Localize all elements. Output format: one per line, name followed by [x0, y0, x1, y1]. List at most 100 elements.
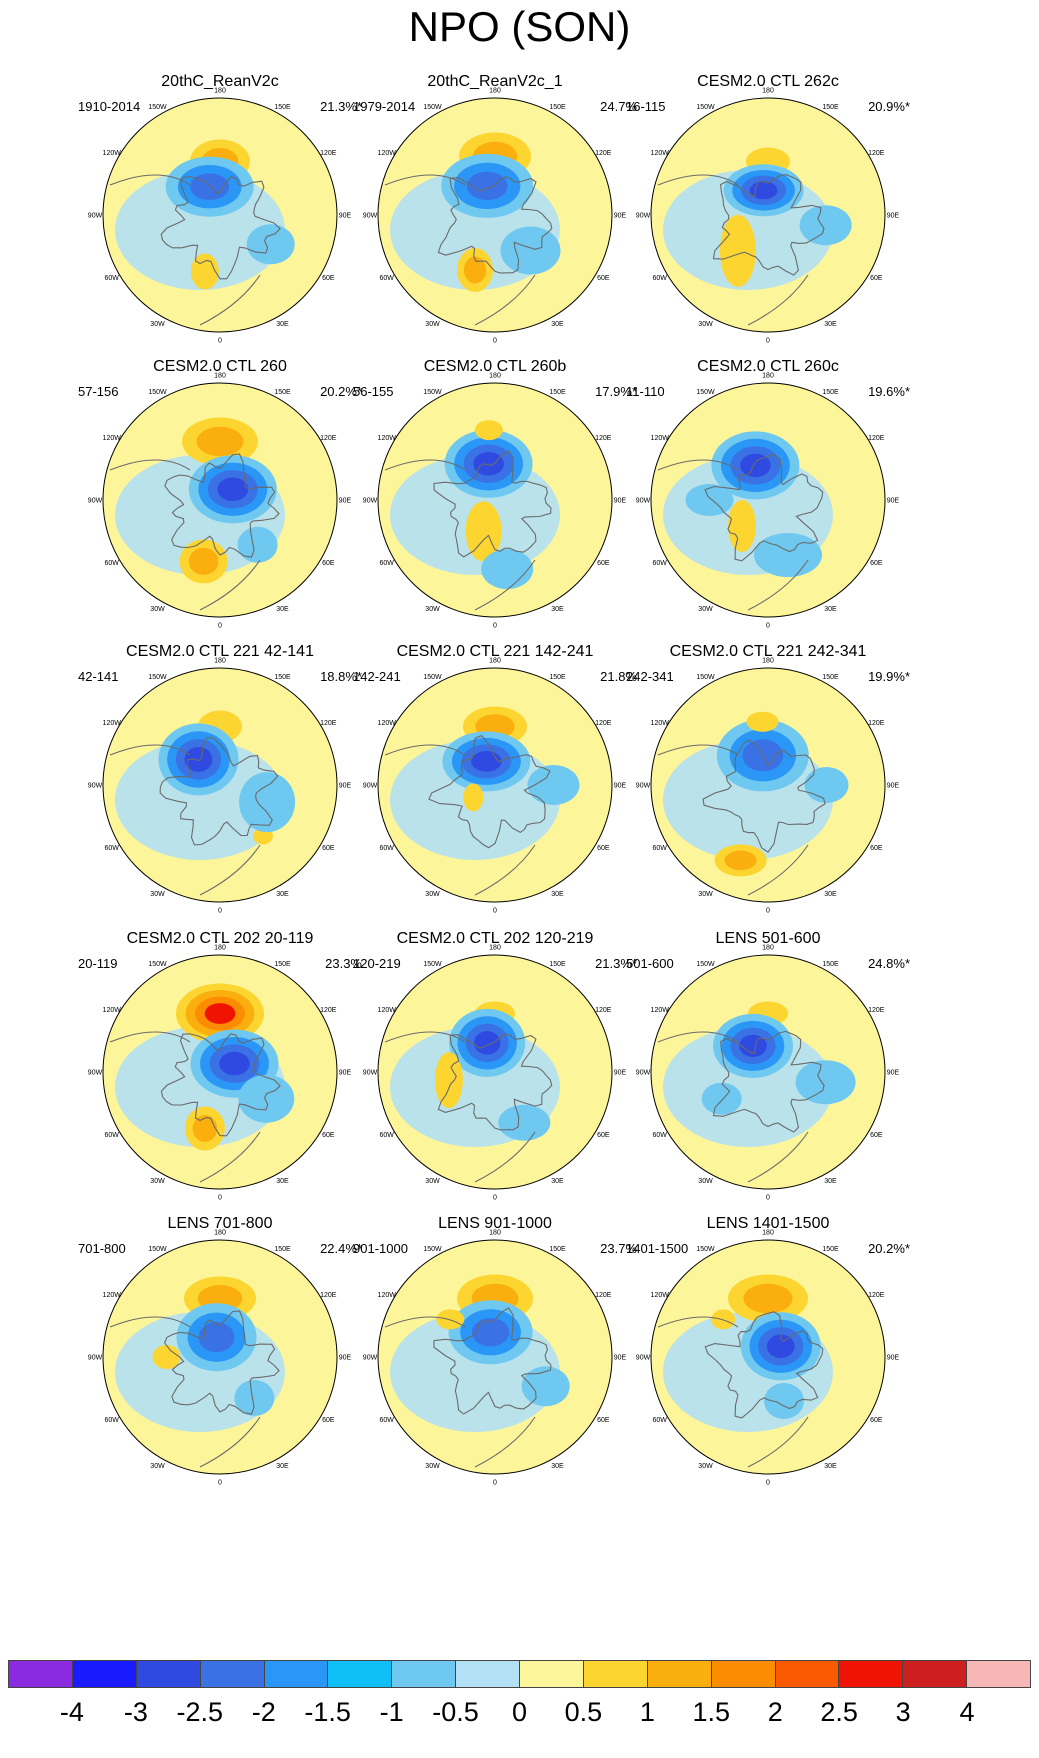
longitude-label: 60E: [870, 1132, 883, 1139]
panel-percent: 24.8%*: [868, 956, 910, 971]
negative-anomaly: [473, 452, 504, 476]
panel-percent: 19.6%*: [868, 384, 910, 399]
longitude-label: 60W: [104, 1132, 119, 1139]
longitude-label: 150E: [549, 104, 566, 111]
longitude-label: 0: [493, 1195, 497, 1202]
panel-percent: 23.3%: [325, 956, 362, 971]
negative-anomaly: [498, 1104, 551, 1141]
longitude-label: 120E: [868, 1007, 885, 1014]
negative-anomaly: [466, 171, 508, 201]
longitude-label: 120W: [103, 720, 122, 727]
longitude-label: 120W: [651, 435, 670, 442]
panel-percent: 20.2%*: [320, 384, 362, 399]
colorbar-cell: [136, 1661, 201, 1687]
longitude-label: 60W: [652, 1132, 667, 1139]
negative-anomaly: [234, 1380, 275, 1416]
panel-years: 142-241: [353, 669, 401, 684]
map-rim: [102, 667, 338, 903]
map-rim: [102, 1239, 338, 1475]
colorbar-cell: [583, 1661, 648, 1687]
longitude-label: 90W: [363, 1070, 378, 1077]
longitude-label: 120E: [868, 720, 885, 727]
longitude-label: 90E: [887, 1355, 900, 1362]
longitude-label: 150W: [148, 1246, 167, 1253]
longitude-label: 120W: [103, 150, 122, 157]
panel-title: CESM2.0 CTL 221 142-241: [396, 643, 594, 660]
coastline: [109, 174, 261, 326]
colorbar-cell: [520, 1661, 584, 1687]
map-panel: CESM2.0 CTL 221 142-241 142-241 21.8% 180 15…: [345, 643, 645, 943]
panel-years: 57-156: [78, 384, 119, 399]
longitude-label: 60W: [379, 1417, 394, 1424]
panel-title: CESM2.0 CTL 221 242-341: [669, 643, 867, 660]
longitude-label: 90W: [88, 1355, 103, 1362]
map-rim: [650, 1239, 886, 1475]
longitude-label: 120W: [378, 1292, 397, 1299]
positive-anomaly: [152, 1345, 181, 1369]
map-panel: LENS 1401-1500 1401-1500 20.2%* 180 150E 120E…: [618, 1215, 918, 1515]
longitude-label: 180: [214, 658, 226, 665]
negative-anomaly: [749, 181, 778, 200]
longitude-label: 60E: [870, 275, 883, 282]
negative-anomaly: [521, 1366, 570, 1407]
coastline: [384, 1031, 536, 1183]
longitude-label: 150W: [423, 389, 442, 396]
longitude-label: 90W: [363, 213, 378, 220]
longitude-label: 90W: [363, 783, 378, 790]
longitude-label: 120E: [868, 1292, 885, 1299]
longitude-label: 60W: [652, 560, 667, 567]
panel-percent: 18.8%*: [320, 669, 362, 684]
longitude-label: 150E: [274, 1246, 291, 1253]
longitude-label: 90E: [887, 1070, 900, 1077]
positive-anomaly: [724, 850, 757, 871]
longitude-label: 180: [762, 1230, 774, 1237]
colorbar-label: -2.5: [176, 1697, 224, 1727]
negative-anomaly: [799, 205, 852, 246]
longitude-label: 150E: [822, 961, 839, 968]
panel-years: 242-341: [626, 669, 674, 684]
panel-years: 11-110: [626, 384, 665, 399]
longitude-label: 60W: [379, 1132, 394, 1139]
longitude-label: 0: [493, 1480, 497, 1487]
map-rim: [377, 97, 613, 333]
colorbar-label: -1: [379, 1697, 404, 1727]
colorbar-cell: [264, 1661, 329, 1687]
positive-anomaly: [474, 420, 503, 441]
longitude-label: 60W: [652, 1417, 667, 1424]
longitude-label: 60E: [597, 275, 610, 282]
panel-percent: 19.9%*: [868, 669, 910, 684]
longitude-label: 150E: [549, 1246, 566, 1253]
map-panel: CESM2.0 CTL 221 242-341 242-341 19.9%* 180 1…: [618, 643, 918, 943]
map-rim: [650, 382, 886, 618]
map-rim: [650, 667, 886, 903]
negative-anomaly: [238, 1074, 295, 1123]
longitude-label: 0: [766, 1480, 770, 1487]
negative-anomaly: [795, 1060, 856, 1105]
longitude-label: 30E: [824, 1178, 837, 1185]
longitude-label: 60E: [322, 845, 335, 852]
negative-anomaly: [740, 453, 771, 478]
longitude-label: 0: [766, 1195, 770, 1202]
coastline: [657, 744, 809, 896]
longitude-label: 30E: [276, 606, 289, 613]
coastline: [109, 744, 261, 896]
longitude-label: 90W: [363, 1355, 378, 1362]
longitude-label: 60W: [379, 560, 394, 567]
longitude-label: 90W: [363, 498, 378, 505]
coastline: [384, 744, 536, 896]
longitude-label: 30W: [425, 321, 440, 328]
panel-title: CESM2.0 CTL 260b: [423, 358, 567, 375]
longitude-label: 180: [489, 88, 501, 95]
longitude-label: 0: [766, 338, 770, 345]
longitude-label: 30W: [425, 1178, 440, 1185]
longitude-label: 30E: [824, 606, 837, 613]
panel-years: 901-1000: [353, 1241, 408, 1256]
colorbar-cell: [456, 1661, 520, 1687]
longitude-label: 90W: [88, 498, 103, 505]
negative-anomaly: [739, 1034, 767, 1057]
coastline: [437, 176, 553, 274]
longitude-label: 30E: [551, 891, 564, 898]
longitude-label: 60E: [870, 1417, 883, 1424]
coastline: [704, 1311, 824, 1419]
negative-anomaly: [754, 533, 822, 577]
